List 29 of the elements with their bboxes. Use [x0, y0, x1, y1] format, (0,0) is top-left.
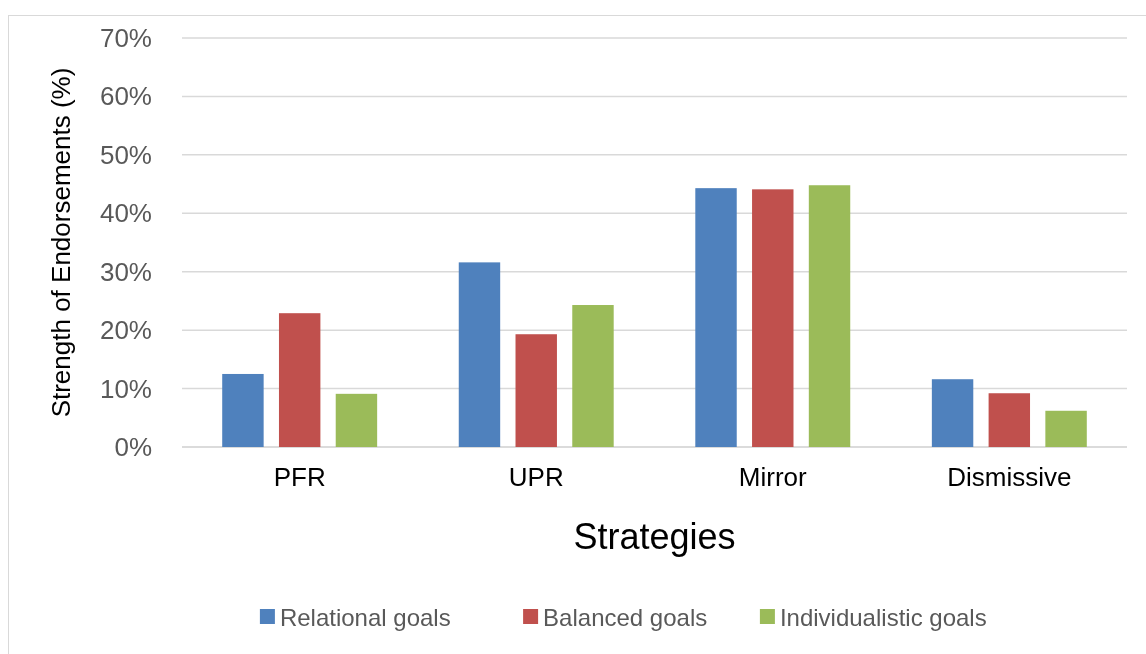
x-tick-label: Mirror — [738, 462, 808, 492]
y-axis-title: Strength of Endorsements (%) — [46, 67, 76, 418]
bar — [335, 393, 378, 447]
bar — [515, 334, 557, 447]
y-tick-label: 40% — [99, 198, 152, 229]
x-tick-label: UPR — [508, 462, 564, 492]
bar — [808, 185, 851, 447]
bar — [695, 188, 737, 447]
legend-label: Relational goals — [279, 603, 451, 631]
bar — [1045, 410, 1087, 447]
y-tick-label: 10% — [99, 373, 152, 404]
x-axis-title: Strategies — [573, 516, 736, 557]
y-tick-label: 60% — [99, 81, 152, 112]
legend-label: Balanced goals — [543, 603, 708, 631]
bar — [222, 373, 264, 447]
bar — [278, 313, 321, 447]
y-tick-label: 30% — [99, 256, 152, 287]
bar — [988, 393, 1031, 447]
bar — [931, 379, 974, 447]
x-tick-label: Dismissive — [947, 462, 1072, 492]
y-tick-label: 50% — [99, 139, 152, 170]
bar — [458, 262, 501, 447]
bar — [572, 305, 614, 447]
x-tick-label: PFR — [273, 462, 326, 492]
legend-label: Individualistic goals — [779, 603, 987, 631]
y-tick-label: 20% — [99, 315, 152, 346]
bar — [752, 189, 794, 447]
y-tick-label: 70% — [99, 23, 152, 53]
y-tick-label: 0% — [114, 432, 152, 462]
